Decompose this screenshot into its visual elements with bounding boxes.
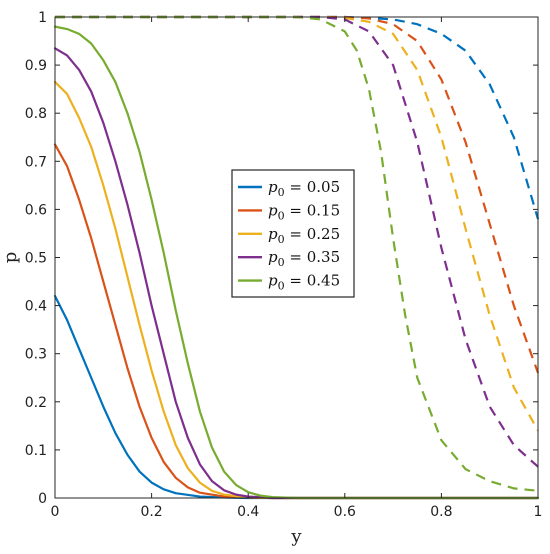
legend-separator: = — [285, 225, 307, 243]
series-3-dashed-line — [55, 15, 539, 468]
x-tick-label: 0.4 — [237, 504, 259, 520]
legend-symbol: p — [268, 178, 278, 196]
legend-entry: p0 = 0.35 — [268, 248, 340, 269]
legend-separator: = — [285, 201, 307, 219]
legend-symbol: p — [268, 225, 278, 243]
y-tick-label: 0.5 — [25, 251, 47, 267]
series-4-solid-line — [53, 25, 540, 500]
x-tick-label: 0.2 — [140, 504, 162, 520]
y-tick-label: 0 — [38, 491, 47, 507]
legend-entry: p0 = 0.45 — [268, 272, 340, 293]
legend-subscript: 0 — [278, 186, 285, 199]
legend-symbol: p — [268, 201, 278, 219]
legend-value: 0.45 — [307, 272, 340, 290]
legend-value: 0.05 — [307, 178, 340, 196]
ticks-layer: 0 0.2 0.4 0.6 0.8 1 0 0.1 0.2 0.3 0.4 0.5 0.6 0.7 0.8 0… — [25, 10, 543, 520]
y-tick-label: 0.7 — [25, 154, 47, 170]
legend-subscript: 0 — [278, 233, 285, 246]
legend-entry: p0 = 0.25 — [268, 225, 340, 246]
y-tick-label: 0.6 — [25, 202, 47, 218]
legend-subscript: 0 — [278, 209, 285, 222]
legend-value: 0.15 — [307, 201, 340, 219]
y-tick-label: 0.2 — [25, 395, 47, 411]
y-tick-label: 0.8 — [25, 106, 47, 122]
x-tick-label: 1 — [534, 504, 543, 520]
legend-subscript: 0 — [278, 256, 285, 269]
legend-symbol: p — [268, 248, 278, 266]
legend-symbol: p — [268, 272, 278, 290]
series-1-dashed-line — [55, 15, 540, 374]
legend-separator: = — [285, 272, 307, 290]
legend-subscript: 0 — [278, 280, 285, 293]
y-tick-label: 0.3 — [25, 347, 47, 363]
x-tick-label: 0.8 — [430, 504, 452, 520]
y-tick-label: 0.9 — [25, 58, 47, 74]
legend-entry: p0 = 0.05 — [268, 178, 340, 199]
series-2-dashed-line — [55, 15, 539, 432]
y-tick-label: 0.4 — [25, 299, 47, 315]
legend-value: 0.25 — [307, 225, 340, 243]
y-tick-label: 1 — [38, 10, 47, 26]
x-tick-label: 0 — [51, 504, 60, 520]
legend-value: 0.35 — [307, 248, 340, 266]
legend-separator: = — [285, 178, 307, 196]
series-0-dashed-line — [55, 15, 540, 220]
x-axis-label: y — [290, 526, 302, 547]
x-tick-label: 0.6 — [334, 504, 356, 520]
legend-separator: = — [285, 248, 307, 266]
y-axis-label: p — [0, 252, 21, 264]
y-tick-label: 0.1 — [25, 443, 47, 459]
legend-entry: p0 = 0.15 — [268, 201, 340, 222]
